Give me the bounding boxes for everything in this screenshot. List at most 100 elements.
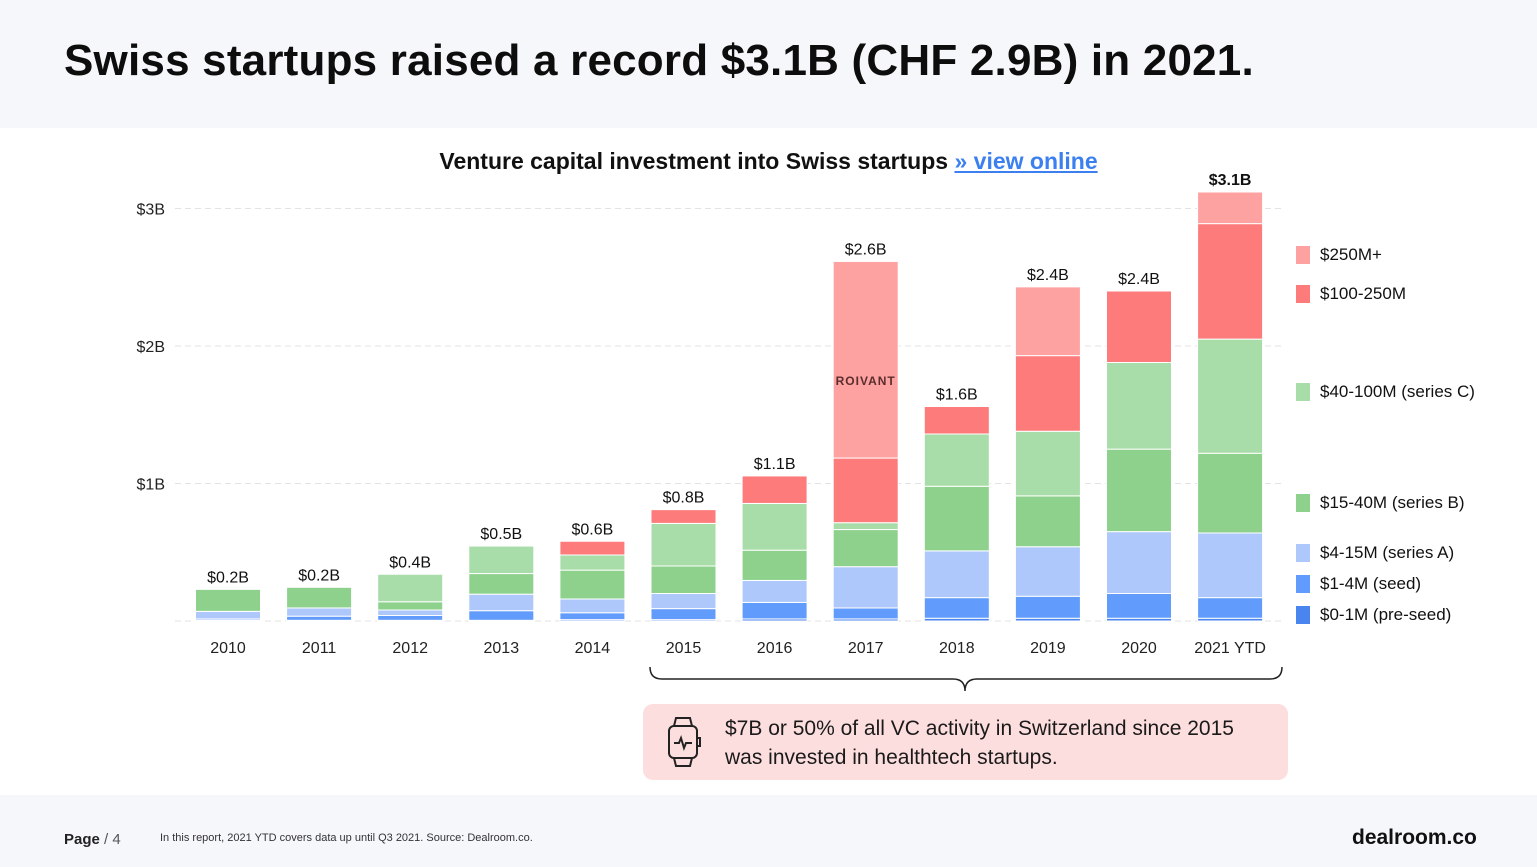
legend-item: $250M+ [1296,245,1382,265]
bar-segment [1014,595,1081,619]
x-tick-label: 2019 [1030,640,1066,657]
source-note: In this report, 2021 YTD covers data up … [160,832,533,844]
bar-segment [377,601,444,611]
bar-segment [286,607,353,617]
bar-segment [832,522,899,531]
x-tick-label: 2012 [392,640,428,657]
bar-segment [741,601,808,620]
x-tick-label: 2016 [757,640,793,657]
bar-total-label: $2.4B [1027,267,1069,284]
legend-label: $250M+ [1320,245,1382,264]
page-number: Page / 4 [64,831,121,848]
y-tick-label: $1B [137,477,165,494]
page-title: Swiss startups raised a record $3.1B (CH… [64,36,1254,85]
x-tick-label: 2010 [210,640,246,657]
brace [649,666,1283,692]
bar-segment [923,485,990,552]
bar-segment [923,433,990,487]
footer-band [0,795,1537,867]
bar-segment [741,475,808,504]
bar-segment [1014,355,1081,432]
bar-segment [1197,532,1264,599]
bar-segment [650,608,717,621]
view-online-link[interactable]: » view online [954,148,1098,174]
chart-title: Venture capital investment into Swiss st… [0,148,1537,175]
bar-segment [286,586,353,609]
legend-swatch [1296,544,1310,562]
bar-segment [195,588,261,612]
x-tick-label: 2015 [666,640,702,657]
bar-segment [559,612,626,621]
bar-segment [923,550,990,599]
legend-swatch [1296,606,1310,624]
bar-segment [1106,531,1172,594]
page-label: Page [64,831,100,848]
legend-item: $0-1M (pre-seed) [1296,605,1451,625]
gridlines [175,208,1285,622]
chart-title-text: Venture capital investment into Swiss st… [439,148,949,174]
bar-segment [650,522,717,567]
bar-segment [650,509,717,524]
legend-label: $40-100M (series C) [1320,382,1475,401]
legend-item: $15-40M (series B) [1296,493,1465,513]
legend-swatch [1296,383,1310,401]
x-tick-label: 2020 [1121,640,1157,657]
bar-segment [286,615,353,621]
bar-segment [1106,362,1172,450]
bar-segment [559,598,626,614]
bar-segment [195,610,261,620]
legend-label: $15-40M (series B) [1320,493,1465,512]
bar-segment [468,610,535,621]
bar-segment [559,569,626,600]
smartwatch-icon [665,716,701,773]
bar-segment [1014,546,1081,597]
bar-segment [832,607,899,620]
bar-segment [559,540,626,556]
labels: $1B $2B $3B $0.2B 2010 $0.2B 2011 $0.4B 2012 $0.5… [137,172,1266,657]
bar-total-label: $0.2B [298,567,340,584]
bar-total-label: $0.4B [389,554,431,571]
x-tick-label: 2013 [484,640,520,657]
bar-total-label: $0.6B [571,521,613,538]
dealroom-logo[interactable]: dealroom.co [1352,826,1477,849]
bar-total-label: $1.6B [936,387,978,404]
bar-segment [832,566,899,609]
bar-segment [741,579,808,603]
bar-segment [1014,286,1081,357]
bars [195,191,1264,622]
bar-segment [468,593,535,612]
legend-label: $1-4M (seed) [1320,574,1422,593]
legend-label: $100-250M [1320,284,1407,303]
legend-label: $0-1M (pre-seed) [1320,605,1452,624]
bar-segment [1197,338,1264,454]
x-tick-label: 2021 YTD [1194,640,1266,657]
bar-segment [1197,191,1264,225]
bar-segment [377,609,444,616]
bar-segment [1197,597,1264,619]
bar-segment [1106,448,1172,533]
x-tick-label: 2011 [302,640,337,657]
bar-segment [741,549,808,581]
legend-item: $4-15M (series A) [1296,543,1454,563]
bar-segment [832,260,899,459]
bar-segment [1197,223,1264,340]
legend-swatch [1296,575,1310,593]
bar-segment [650,565,717,594]
bar-segment [377,615,444,621]
bar-total-label: $2.6B [845,241,887,258]
header-band [0,0,1537,128]
x-tick-label: 2017 [848,640,884,657]
bar-segment [832,529,899,568]
bar-segment [923,406,990,435]
legend-swatch [1296,494,1310,512]
bar-segment [650,593,717,610]
bar-segment [1106,593,1172,619]
bar-segment [741,502,808,551]
bar-total-label: $2.4B [1118,271,1160,288]
x-tick-label: 2014 [575,640,611,657]
bar-segment [468,545,535,575]
legend-item: $100-250M [1296,284,1406,304]
bar-segment [559,554,626,571]
bar-segment [377,573,444,603]
